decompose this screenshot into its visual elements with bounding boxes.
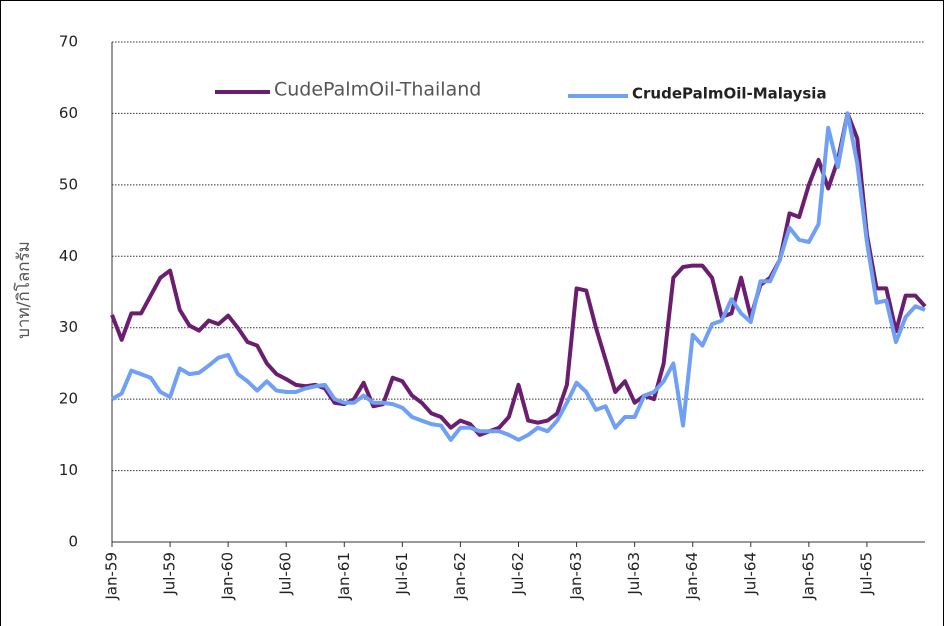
y-tick-label: 40 — [59, 247, 78, 265]
y-tick-label: 0 — [68, 533, 78, 551]
y-tick-label: 60 — [59, 104, 78, 122]
x-tick-label: Jan-60 — [219, 552, 237, 601]
x-tick-label: Jul-65 — [857, 552, 875, 596]
legend-label: CrudePalmOil-Malaysia — [632, 85, 827, 103]
x-tick-label: Jul-61 — [393, 552, 411, 596]
x-tick-label: Jan-65 — [799, 552, 817, 601]
x-tick-label: Jan-61 — [335, 552, 353, 601]
x-tick-label: Jan-62 — [451, 552, 469, 601]
y-tick-label: 30 — [59, 318, 78, 336]
x-tick-label: Jan-63 — [567, 552, 585, 601]
series-line — [110, 111, 926, 442]
y-tick-label: 10 — [59, 461, 78, 479]
y-tick-label: 70 — [59, 33, 78, 51]
x-tick-label: Jul-59 — [161, 552, 179, 596]
x-tick-label: Jan-64 — [683, 552, 701, 601]
x-tick-label: Jul-60 — [277, 552, 295, 596]
x-tick-label: Jan-59 — [103, 552, 121, 601]
legend-label: CudePalmOil-Thailand — [274, 79, 481, 101]
series-line — [110, 111, 927, 437]
x-tick-label: Jul-62 — [509, 552, 527, 596]
y-axis-label: บาท/กิโลกรัม — [13, 241, 34, 339]
y-tick-label: 50 — [59, 175, 78, 193]
y-tick-label: 20 — [59, 390, 78, 408]
x-tick-label: Jul-64 — [741, 552, 759, 596]
x-tick-label: Jul-63 — [625, 552, 643, 596]
